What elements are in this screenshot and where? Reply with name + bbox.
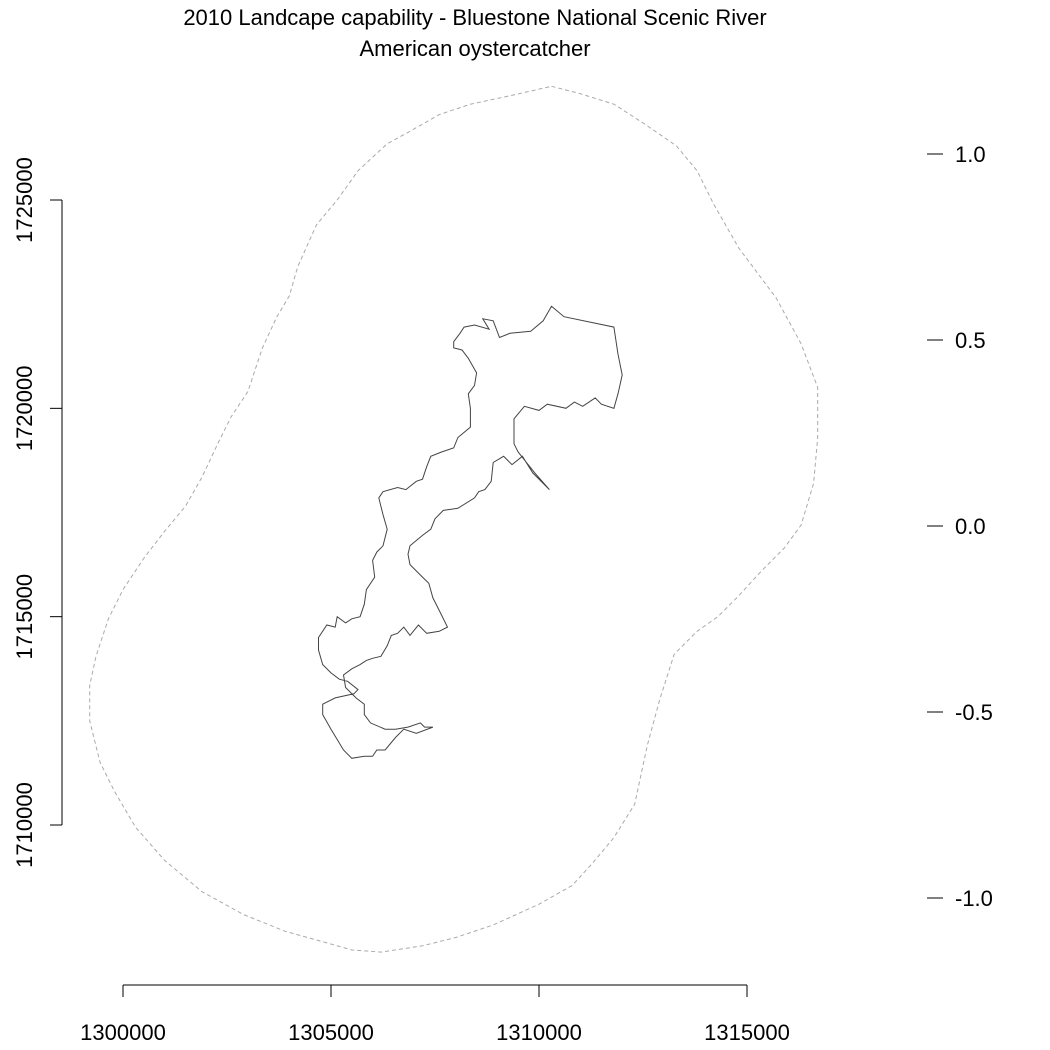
legend-tick-label: -0.5 bbox=[955, 700, 993, 725]
y-tick-label: 1710000 bbox=[12, 782, 37, 868]
legend-axis: 1.0 0.5 0.0 -0.5 -1.0 bbox=[927, 142, 993, 911]
x-tick-label: 1315000 bbox=[704, 1020, 790, 1045]
legend-tick-label: 0.0 bbox=[955, 514, 986, 539]
map-title: 2010 Landcape capability - Bluestone Nat… bbox=[183, 5, 766, 30]
map-layers bbox=[89, 85, 819, 953]
x-tick-label: 1310000 bbox=[496, 1020, 582, 1045]
y-axis: 1710000 1715000 1720000 1725000 bbox=[12, 157, 63, 868]
legend-tick-label: 1.0 bbox=[955, 142, 986, 167]
legend-tick-label: 0.5 bbox=[955, 328, 986, 353]
y-tick-label: 1725000 bbox=[12, 157, 37, 243]
y-tick-label: 1715000 bbox=[12, 574, 37, 660]
legend-tick-label: -1.0 bbox=[955, 886, 993, 911]
park-boundary-line bbox=[318, 305, 623, 759]
map-subtitle: American oystercatcher bbox=[359, 36, 590, 61]
x-tick-label: 1300000 bbox=[80, 1020, 166, 1045]
y-tick-label: 1720000 bbox=[12, 366, 37, 452]
x-tick-label: 1305000 bbox=[288, 1020, 374, 1045]
buffer-boundary-line bbox=[89, 85, 819, 953]
x-axis: 1300000 1305000 1310000 1315000 bbox=[80, 984, 790, 1045]
